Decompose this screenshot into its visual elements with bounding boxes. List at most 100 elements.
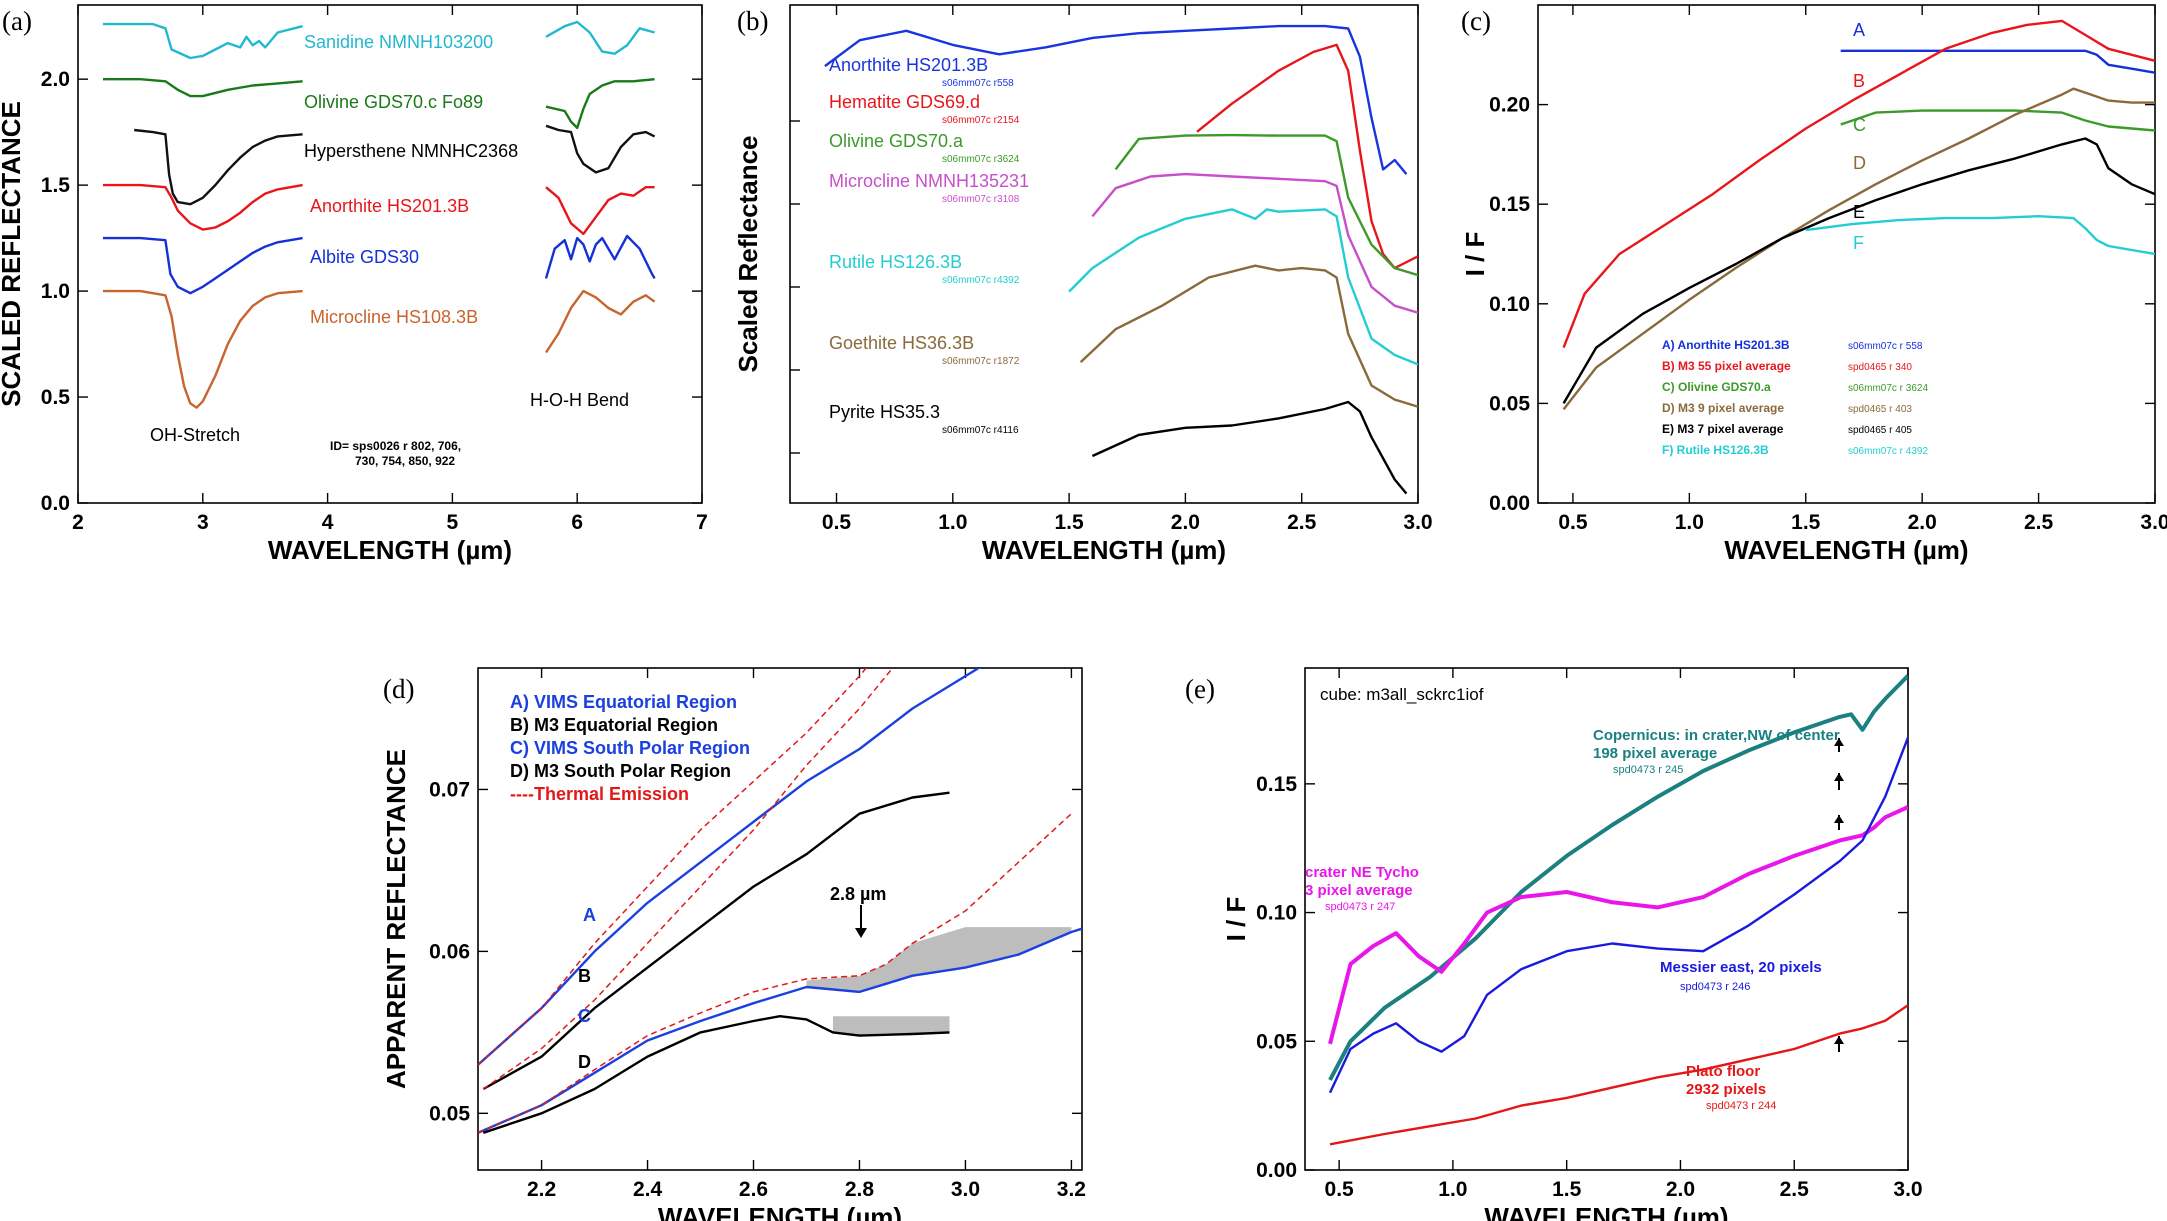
legend-entry: D) M3 9 pixel average [1662,401,1784,415]
x-tick-label: 2.2 [527,1178,556,1201]
curve-letter: F [1853,233,1864,253]
series-line-bend [544,234,656,280]
series-label: Albite GDS30 [310,247,419,267]
x-tick-label: 2.5 [2024,511,2054,534]
series-line [1114,133,1418,277]
panel-label-b: (b) [737,6,768,36]
series-line [1328,737,1908,1094]
curve-letter: E [1853,202,1865,222]
series-line [134,128,303,206]
y-tick-label: 1.0 [41,280,70,303]
legend-entry: ----Thermal Emission [510,784,689,804]
x-tick-label: 1.0 [938,511,967,534]
y-tick-label: 0.05 [1489,392,1530,415]
y-tick-label: 1.5 [41,174,71,197]
x-tick-label: 3.0 [951,1178,980,1201]
series-line [482,791,950,1091]
series-line [478,813,1072,1134]
y-axis-title: APPARENT REFLECTANCE [381,749,411,1089]
y-tick-label: 0.05 [429,1102,470,1125]
curve-label-b: B [578,966,591,986]
legend-id: spd0465 r 405 [1848,425,1912,436]
annotation-id-2: 730, 754, 850, 922 [355,454,455,468]
x-tick-label: 0.5 [822,511,852,534]
series-label: Copernicus: in crater,NW of center [1593,727,1840,744]
series-label: Rutile HS126.3B [829,252,962,272]
series-label: Olivine GDS70.c Fo89 [304,92,483,112]
plot-frame-d [477,667,1083,1171]
series-id: s06mm07c r2154 [942,115,1020,126]
y-tick-label: 0.15 [1256,773,1297,796]
x-tick-label: 3.0 [2140,511,2167,534]
series-line [103,289,303,409]
series-line [478,927,1082,1134]
legend-entry: C) VIMS South Polar Region [510,738,750,758]
series-id: s06mm07c r3624 [942,154,1020,165]
x-tick-label: 2.0 [1908,511,1937,534]
x-tick-label: 2.4 [633,1178,663,1201]
series-line [1805,215,2155,256]
series-line-bend [545,186,655,236]
series-line [1329,1004,1908,1146]
panel-label-c: (c) [1461,6,1491,36]
series-line [482,1015,950,1134]
series-line [824,24,1408,175]
y-tick-label: 0.20 [1489,94,1530,117]
legend-entry: A) Anorthite HS201.3B [1662,338,1790,352]
series-line [1840,49,2155,74]
y-tick-label: 0.07 [429,778,470,801]
curve-label-c: C [578,1006,591,1026]
x-tick-label: 5 [447,511,459,534]
series-id: spd0473 r 247 [1325,901,1395,913]
series-label: Hematite GDS69.d [829,92,980,112]
series-label: Microcline HS108.3B [310,307,478,327]
series-label: Hypersthene NMNHC2368 [304,141,518,161]
series-id: spd0473 r 246 [1680,981,1750,993]
legend-id: s06mm07c r 4392 [1848,446,1928,457]
series-line-bend [545,124,656,174]
x-tick-label: 2.0 [1171,511,1200,534]
arrow-head [1834,815,1844,823]
series-line-bend [545,78,655,130]
series-line [1562,137,2155,405]
x-axis-title: WAVELENGTH (µm) [1724,535,1968,565]
legend-entry: E) M3 7 pixel average [1662,422,1784,436]
series-id: spd0473 r 244 [1706,1100,1776,1112]
annotation-hoh-bend: H-O-H Bend [530,390,629,410]
series-label: Messier east, 20 pixels [1660,959,1822,976]
x-axis-title: WAVELENGTH (µm) [1484,1202,1728,1221]
y-axis-title: Scaled Reflectance [733,135,763,372]
x-tick-label: 1.5 [1791,511,1821,534]
annotation-oh-stretch: OH-Stretch [150,425,240,445]
series-label: Anorthite HS201.3B [829,55,988,75]
y-tick-label: 2.0 [41,68,70,91]
series-line [1562,87,2155,411]
series-sublabel: 2932 pixels [1686,1081,1766,1098]
y-tick-label: 0.10 [1256,902,1297,925]
series-line-bend [544,289,656,354]
legend-entry: D) M3 South Polar Region [510,761,731,781]
series-line [103,22,303,60]
x-axis-title: WAVELENGTH (µm) [658,1202,902,1221]
plot-frame-e [1304,667,1909,1171]
shaded-region [806,927,1072,992]
series-label: Goethite HS36.3B [829,333,974,353]
y-axis-title: I / F [1221,897,1251,942]
arrow-head [1834,738,1844,746]
series-id: s06mm07c r4392 [942,275,1020,286]
series-id: spd0473 r 245 [1613,764,1683,776]
y-tick-label: 0.06 [429,940,470,963]
series-id: s06mm07c r558 [942,78,1014,89]
y-tick-label: 0.05 [1256,1030,1297,1053]
series-line [103,78,303,98]
curve-letter: A [1853,20,1865,40]
x-tick-label: 2.0 [1666,1178,1695,1201]
x-tick-label: 0.5 [1325,1178,1355,1201]
x-tick-label: 1.0 [1438,1178,1467,1201]
x-tick-label: 1.0 [1675,511,1704,534]
plot-frame-b [789,4,1419,504]
legend-entry: A) VIMS Equatorial Region [510,692,737,712]
x-tick-label: 0.5 [1558,511,1588,534]
x-tick-label: 4 [322,511,334,534]
